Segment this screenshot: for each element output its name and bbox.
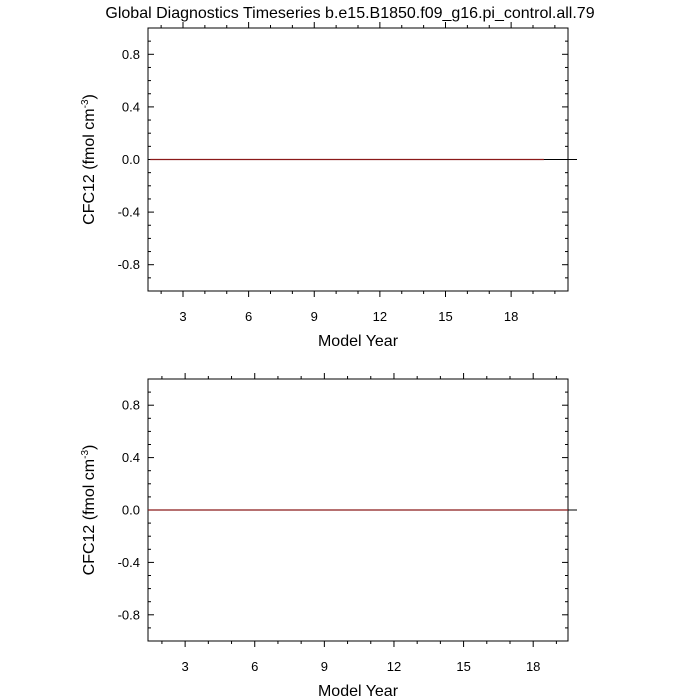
y-axis-label: CFC12 (fmol cm-3) (80, 445, 98, 576)
y-axis-label: CFC12 (fmol cm-3) (80, 94, 98, 225)
y-tick-label: 0.4 (122, 99, 140, 114)
y-tick-label: 0.0 (122, 152, 140, 167)
x-tick-label: 6 (245, 309, 252, 324)
x-tick-label: 3 (179, 309, 186, 324)
x-axis-label: Model Year (318, 333, 399, 350)
y-tick-label: 0.8 (122, 47, 140, 62)
x-tick-label: 15 (456, 659, 470, 674)
y-tick-label: -0.8 (118, 607, 140, 622)
x-tick-label: 12 (387, 659, 401, 674)
x-axis-label: Model Year (318, 683, 399, 700)
chart-panel-2: 0.8 0.4 0.0 -0.4 -0.8 3 6 9 12 15 18 Model Year CFC1… (80, 373, 577, 700)
x-tick-label: 12 (373, 309, 387, 324)
y-tick-label: -0.4 (118, 205, 140, 220)
x-tick-label: 18 (526, 659, 540, 674)
chart-panel-1: 0.8 0.4 0.0 -0.4 -0.8 3 6 9 12 15 18 Model Year CFC1… (80, 22, 577, 350)
x-tick-label: 3 (182, 659, 189, 674)
y-tick-label: -0.4 (118, 555, 140, 570)
y-tick-label: -0.8 (118, 257, 140, 272)
x-tick-label: 15 (438, 309, 452, 324)
y-tick-label: 0.0 (122, 503, 140, 518)
x-tick-label: 6 (251, 659, 258, 674)
y-tick-label: 0.4 (122, 450, 140, 465)
y-tick-label: 0.8 (122, 398, 140, 413)
x-tick-label: 9 (321, 659, 328, 674)
chart-title: Global Diagnostics Timeseries b.e15.B185… (105, 5, 594, 22)
x-tick-label: 18 (504, 309, 518, 324)
x-tick-label: 9 (311, 309, 318, 324)
